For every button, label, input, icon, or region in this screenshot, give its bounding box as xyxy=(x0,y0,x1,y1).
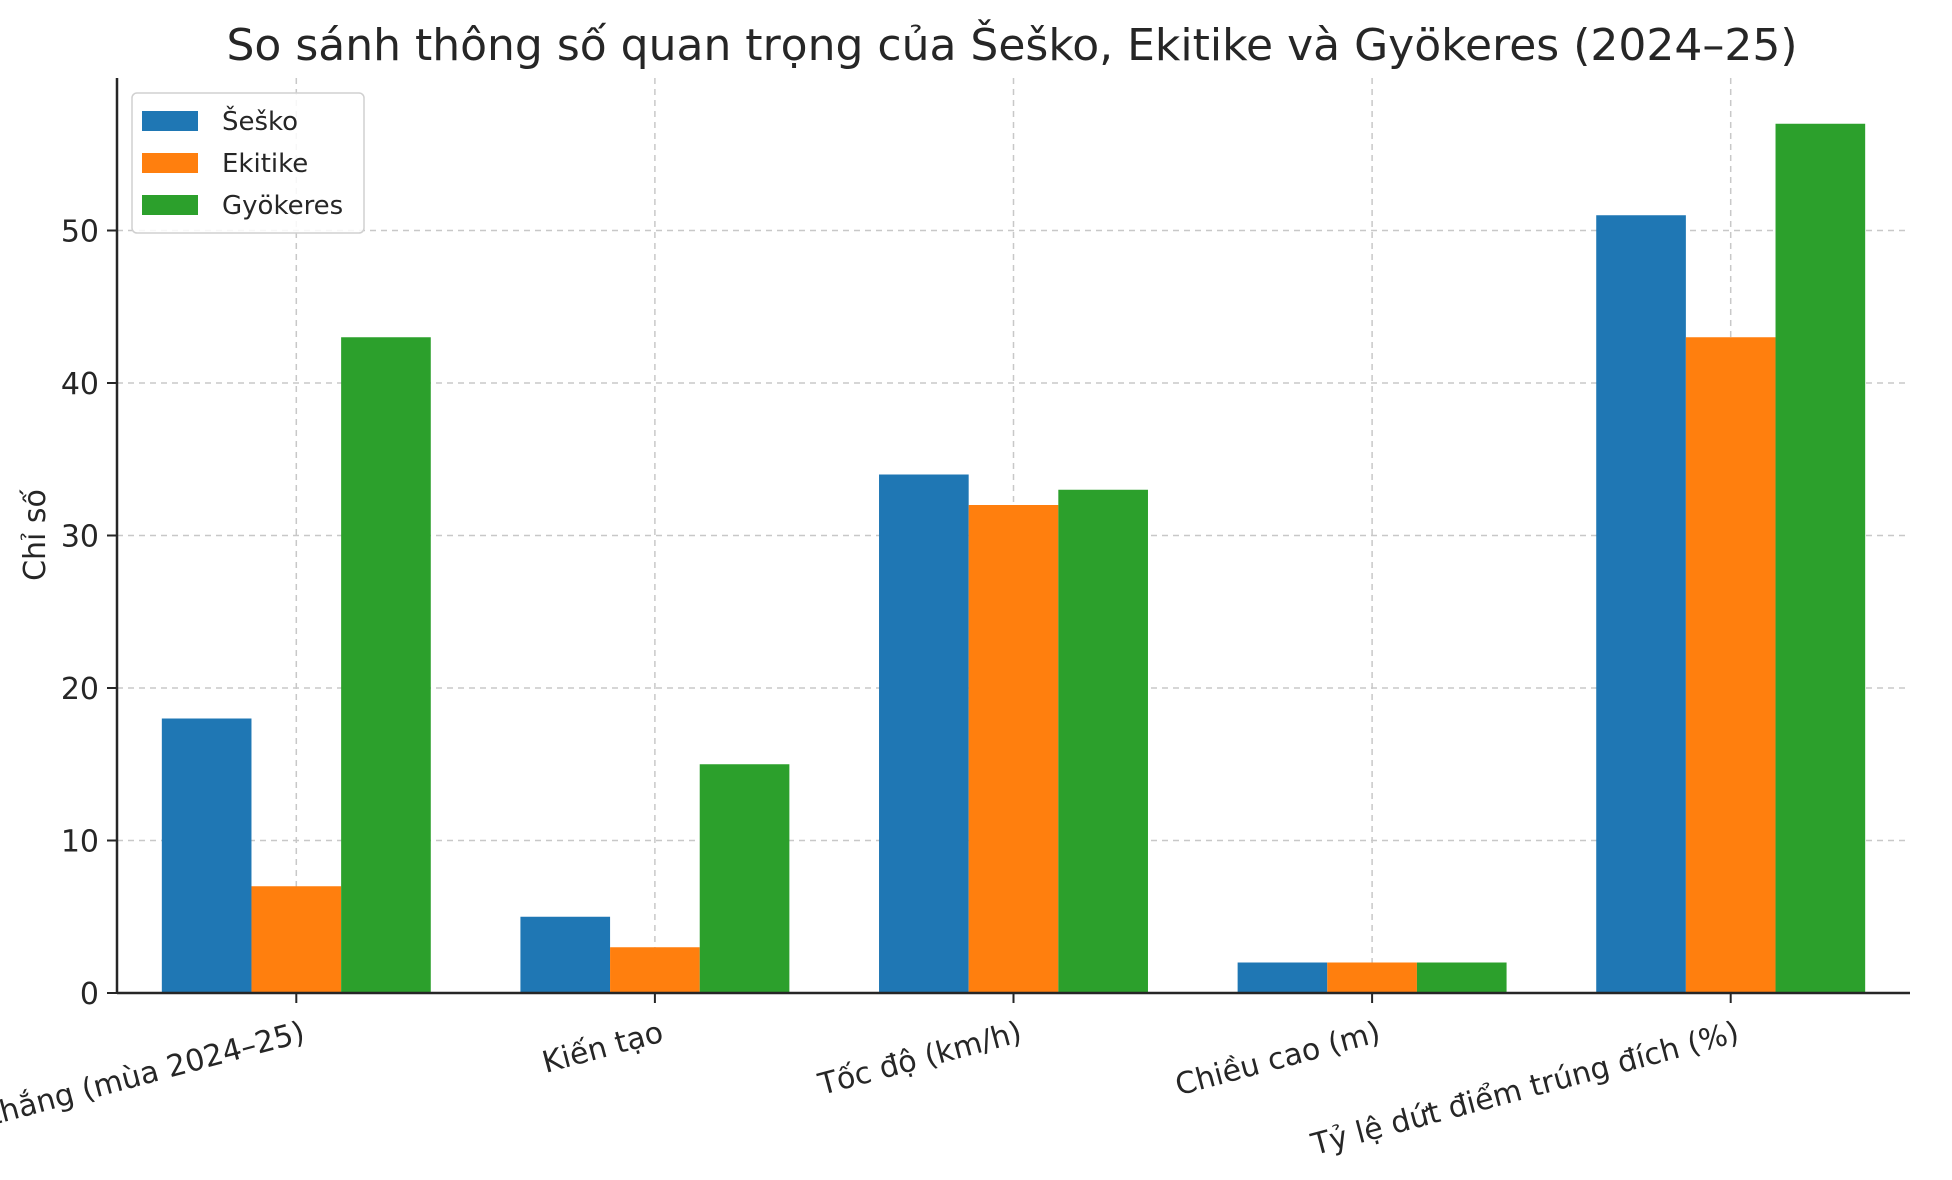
legend-swatch xyxy=(142,153,198,173)
bar-eko-2 xyxy=(879,474,969,993)
legend-swatch xyxy=(142,111,198,131)
bar-ekitike-2 xyxy=(968,505,1059,993)
x-tick-label: Kiến tạo xyxy=(539,1015,667,1081)
bar-eko-0 xyxy=(161,718,252,993)
legend-swatch xyxy=(142,195,198,215)
y-tick-label: 0 xyxy=(80,977,99,1012)
bar-gykeres-0 xyxy=(341,337,431,993)
x-tick-label: Bàn thắng (mùa 2024–25) xyxy=(0,1015,308,1151)
legend-label: Ekitike xyxy=(222,149,308,179)
legend-label: Gyökeres xyxy=(222,191,343,221)
bar-ekitike-1 xyxy=(610,947,700,993)
bar-eko-4 xyxy=(1596,215,1686,993)
bar-eko-3 xyxy=(1237,962,1328,993)
legend: Šeško Ekitike Gyökeres xyxy=(131,92,365,234)
y-tick-label: 20 xyxy=(61,672,99,707)
x-tick-label: Chiều cao (m) xyxy=(1172,1015,1385,1103)
bar-eko-1 xyxy=(520,916,611,993)
y-tick-label: 50 xyxy=(61,215,99,250)
bar-gykeres-1 xyxy=(699,764,790,993)
bar-ekitike-4 xyxy=(1685,337,1776,993)
y-tick-label: 10 xyxy=(61,825,99,860)
y-tick-label: 30 xyxy=(61,520,99,555)
tick-labels: 0 10 20 30 40 50 Bàn thắng (mùa 2024–25) Kiến t… xyxy=(0,215,1743,1164)
bar-gykeres-4 xyxy=(1775,123,1866,993)
bar-ekitike-3 xyxy=(1327,962,1417,993)
chart-title: So sánh thông số quan trọng của Šeško, E… xyxy=(226,18,1797,71)
legend-label: Šeško xyxy=(222,105,298,137)
x-tick-label: Tốc độ (km/h) xyxy=(814,1015,1026,1103)
bar-ekitike-0 xyxy=(251,886,342,993)
axes xyxy=(107,78,1910,1003)
bar-gykeres-3 xyxy=(1416,962,1507,993)
y-tick-label: 40 xyxy=(61,367,99,402)
bars xyxy=(161,123,1866,993)
y-axis-label: Chỉ số xyxy=(18,488,53,580)
bar-gykeres-2 xyxy=(1058,489,1148,993)
